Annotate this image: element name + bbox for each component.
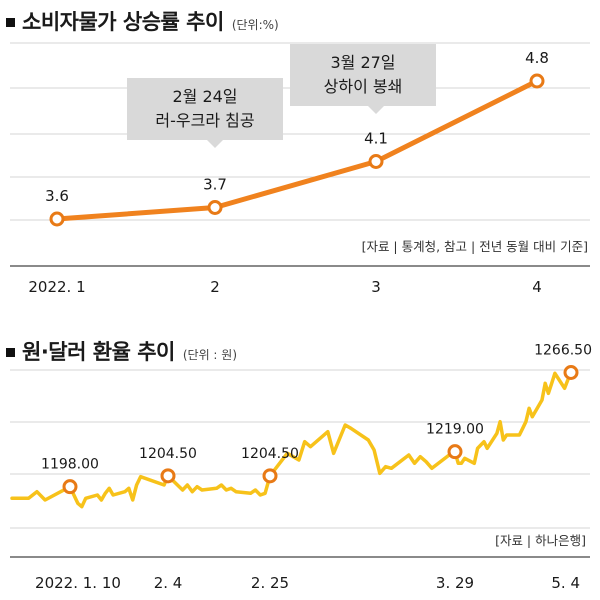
fx-data-point	[160, 468, 176, 484]
cpi-unit-label: (단위:%)	[231, 18, 279, 32]
fx-unit-label: (단위 : 원)	[182, 348, 237, 362]
fx-x-tick-label: 2022. 1. 10	[35, 574, 121, 592]
title-bullet-icon	[6, 348, 15, 357]
annotation-callout	[290, 44, 436, 114]
fx-chart-panel: 원·달러 환율 추이 (단위 : 원) 1198.00 1204.50 1204.5…	[0, 330, 600, 600]
fx-data-point	[262, 468, 278, 484]
cpi-chart-title: 소비자물가 상승률 추이	[22, 10, 224, 34]
cpi-source-note: [자료 | 통계청, 참고 | 전년 동월 대비 기준]	[361, 239, 588, 254]
fx-data-label: 1219.00	[426, 422, 484, 438]
cpi-x-tick-label: 2	[210, 278, 220, 296]
annotation-text: 3월 27일	[330, 53, 395, 72]
cpi-x-tick-label: 2022. 1	[28, 278, 85, 296]
cpi-data-label: 4.8	[525, 49, 549, 67]
fx-data-label: 1198.00	[41, 457, 99, 473]
cpi-data-point	[207, 200, 223, 215]
cpi-data-point	[368, 154, 384, 169]
title-bullet-icon	[6, 18, 15, 27]
cpi-data-point	[49, 211, 65, 227]
annotation-callout	[127, 78, 283, 148]
fx-title-row: 원·달러 환율 추이 (단위 : 원)	[6, 336, 237, 366]
cpi-series-line	[54, 78, 540, 222]
fx-series-line	[10, 370, 573, 509]
cpi-data-label: 4.1	[364, 130, 388, 148]
fx-source-note: [자료 | 하나은행]	[495, 533, 586, 548]
cpi-data-point	[529, 73, 545, 89]
fx-chart-title: 원·달러 환율 추이	[22, 340, 175, 364]
cpi-title-row: 소비자물가 상승률 추이 (단위:%)	[6, 6, 279, 36]
annotation-text: 2월 24일	[172, 87, 237, 106]
annotation-text: 러-우크라 침공	[155, 111, 254, 130]
fx-data-label: 1204.50	[241, 446, 299, 462]
cpi-data-label: 3.6	[45, 187, 69, 205]
fx-x-tick-label: 2. 25	[251, 574, 289, 592]
annotation-text: 상하이 봉쇄	[324, 77, 403, 96]
fx-data-point	[563, 365, 579, 380]
cpi-x-tick-label: 3	[371, 278, 381, 296]
fx-data-point	[62, 479, 78, 495]
fx-x-tick-label: 2. 4	[154, 574, 183, 592]
cpi-x-tick-label: 4	[532, 278, 542, 296]
fx-data-label: 1266.50	[534, 343, 592, 359]
fx-chart-plot: 1198.00 1204.50 1204.50 1219.00 1266.50 2022.…	[10, 343, 592, 592]
fx-x-tick-label: 3. 29	[436, 574, 474, 592]
fx-data-label: 1204.50	[139, 446, 197, 462]
cpi-data-label: 3.7	[203, 176, 227, 194]
fx-x-tick-label: 5. 4	[551, 574, 580, 592]
fx-data-point	[447, 444, 463, 460]
